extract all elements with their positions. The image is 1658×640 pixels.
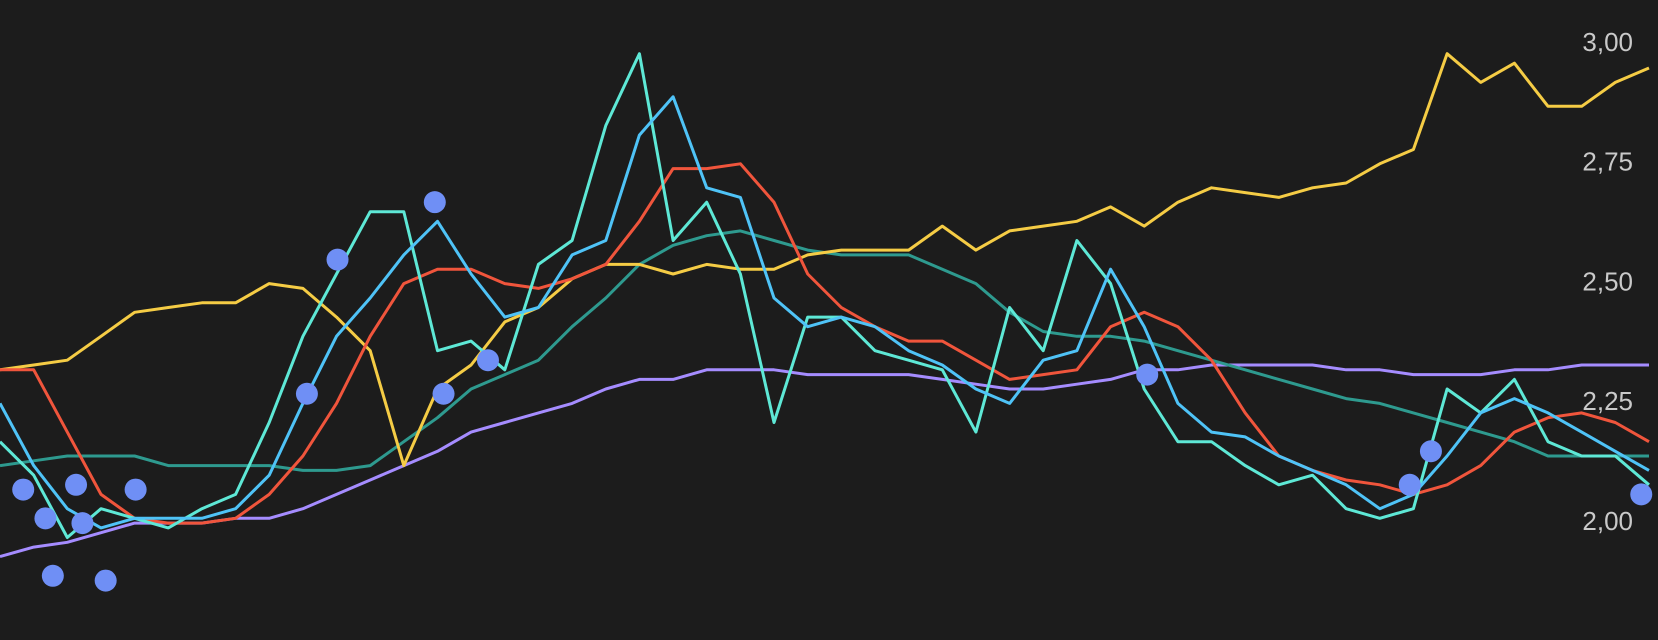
series-line — [0, 52, 1650, 539]
y-tick-label: 2,50 — [1582, 266, 1633, 296]
y-tick-label: 3,00 — [1582, 27, 1633, 57]
signal-marker — [1136, 363, 1159, 386]
signal-marker — [476, 349, 499, 372]
signal-marker — [1398, 473, 1421, 496]
signal-marker — [1419, 440, 1442, 463]
signal-marker — [65, 473, 88, 496]
signal-marker — [124, 478, 147, 501]
signal-marker — [295, 382, 318, 405]
signal-marker — [41, 564, 64, 587]
signal-marker — [432, 382, 455, 405]
signal-marker — [94, 569, 117, 592]
signal-marker — [12, 478, 35, 501]
signal-marker — [423, 191, 446, 214]
signal-marker — [71, 512, 94, 535]
signal-marker — [34, 507, 57, 530]
y-tick-label: 2,25 — [1582, 386, 1633, 416]
y-tick-label: 2,00 — [1582, 506, 1633, 536]
series-line — [0, 162, 1650, 525]
signal-marker — [326, 248, 349, 271]
y-tick-label: 2,75 — [1582, 147, 1633, 177]
series-line — [0, 95, 1650, 530]
signal-marker — [1630, 483, 1653, 506]
series-line — [0, 52, 1650, 468]
series-line — [0, 363, 1649, 559]
